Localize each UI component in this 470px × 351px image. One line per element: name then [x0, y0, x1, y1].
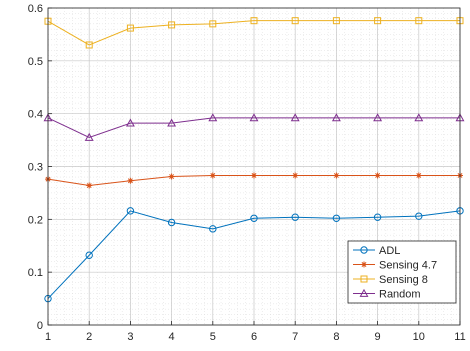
x-tick-label: 8 [333, 331, 339, 343]
data-point [84, 132, 94, 141]
x-tick-label: 11 [454, 331, 465, 343]
x-tick-label: 5 [210, 331, 216, 343]
data-point [333, 172, 340, 179]
data-point [168, 173, 175, 180]
data-point [331, 113, 341, 122]
legend-marker [360, 275, 368, 283]
data-point [415, 172, 422, 179]
data-point [127, 177, 134, 184]
legend-label: Sensing 4.7 [379, 260, 437, 272]
x-tick-label: 3 [127, 331, 133, 343]
data-point [374, 17, 382, 25]
data-point [209, 172, 216, 179]
series-layer [43, 17, 465, 303]
data-point [209, 225, 217, 233]
data-point [86, 182, 93, 189]
y-tick-label: 0 [37, 320, 43, 332]
legend-marker [361, 261, 367, 268]
legend-label: Random [379, 289, 421, 301]
legend-entry: Random [353, 289, 421, 301]
data-point [126, 24, 134, 32]
data-point [125, 118, 135, 127]
data-point [250, 17, 258, 25]
series-random [43, 113, 465, 141]
x-tick-label: 9 [375, 331, 381, 343]
data-point [208, 113, 218, 122]
tick-labels: 0 0.1 0.2 0.3 0.4 0.5 0.6 1 2 3 4 5 6 7 8 9 10 11 [28, 3, 466, 343]
data-point [250, 214, 258, 222]
series-line [47, 20, 460, 46]
data-point [332, 17, 340, 25]
x-tick-label: 10 [413, 331, 425, 343]
x-tick-label: 7 [292, 331, 298, 343]
data-point [374, 172, 381, 179]
legend-label: ADL [379, 245, 400, 257]
x-tick-label: 1 [45, 331, 51, 343]
data-point [291, 17, 299, 25]
series-sensing-8 [44, 17, 464, 49]
data-point [249, 113, 259, 122]
data-point [85, 251, 93, 259]
data-point [415, 212, 423, 220]
data-point [85, 41, 93, 49]
y-tick-label: 0.3 [28, 162, 43, 174]
data-point [415, 17, 423, 25]
data-point [292, 172, 299, 179]
data-point [168, 21, 176, 29]
y-tick-label: 0.2 [28, 214, 43, 226]
data-point [167, 218, 176, 227]
data-point [126, 207, 135, 215]
x-tick-label: 2 [86, 331, 92, 343]
series-line [47, 117, 460, 138]
y-tick-label: 0.1 [28, 267, 43, 279]
y-tick-label: 0.4 [28, 109, 43, 121]
data-point [251, 172, 257, 179]
legend-entry: Sensing 8 [353, 274, 428, 286]
series-adl [44, 207, 464, 303]
data-point [290, 113, 300, 122]
y-tick-label: 0.5 [28, 56, 43, 68]
data-point [332, 214, 341, 222]
x-tick-label: 4 [169, 331, 175, 343]
data-point [414, 113, 424, 122]
y-tick-label: 0.6 [28, 3, 43, 15]
legend-entry: ADL [353, 245, 400, 257]
legend-label: Sensing 8 [379, 274, 428, 286]
x-tick-label: 6 [251, 331, 257, 343]
data-point [373, 113, 383, 122]
series-line [47, 210, 461, 299]
data-point [291, 213, 299, 221]
legend-marker [360, 246, 368, 254]
legend: ADL Sensing 4.7 Sensing 8 Random [347, 240, 457, 304]
legend-marker [359, 288, 369, 297]
data-point [167, 118, 177, 127]
data-point [373, 213, 382, 221]
legend-entry: Sensing 4.7 [353, 260, 437, 272]
data-point [209, 20, 217, 28]
